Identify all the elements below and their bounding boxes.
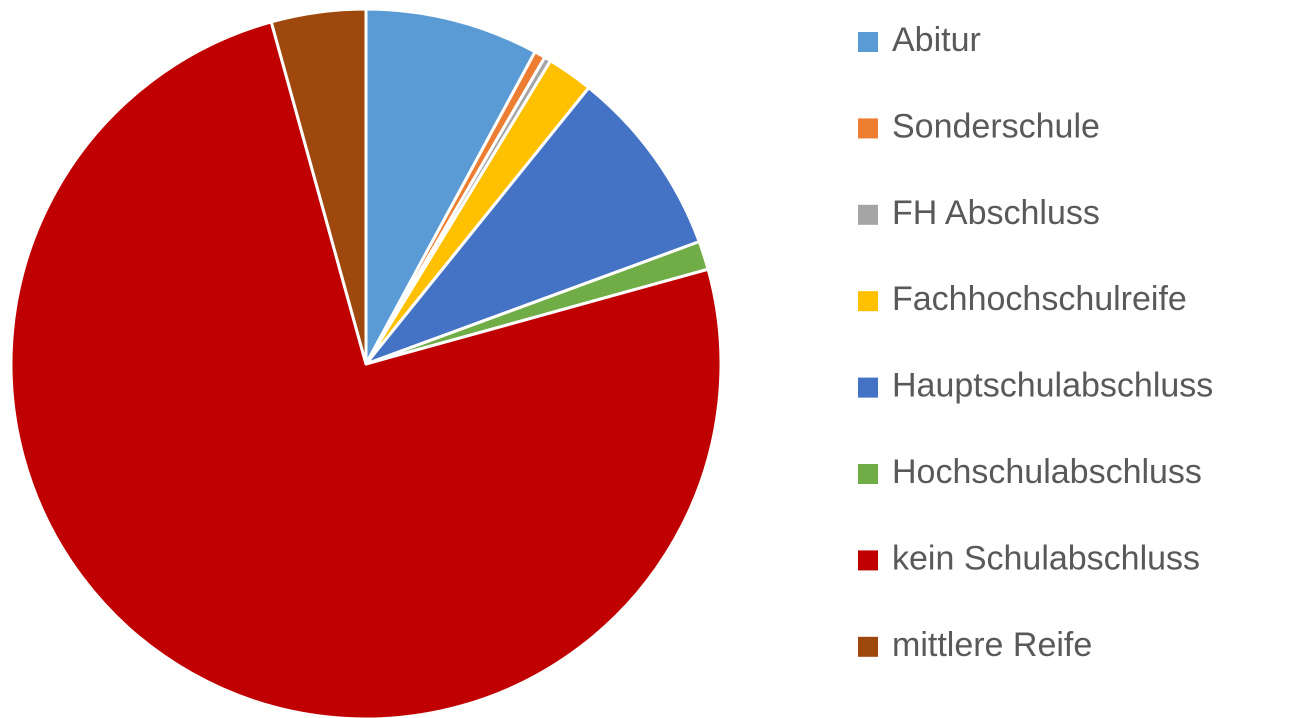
legend-label: Abitur: [892, 21, 981, 59]
pie-slice: [9, 20, 723, 718]
legend-swatch: [858, 118, 878, 139]
legend-swatch: [858, 550, 878, 571]
pie-slice: [364, 7, 537, 366]
legend-swatch: [858, 204, 878, 225]
legend-swatch: [858, 464, 878, 484]
pie-slice: [364, 86, 701, 366]
legend-label: kein Schulabschluss: [892, 539, 1200, 577]
legend-label: mittlere Reife: [892, 626, 1092, 664]
legend-label: FH Abschluss: [892, 194, 1100, 232]
legend-swatch: [858, 377, 878, 398]
legend-swatch: [858, 32, 878, 52]
pie-slice: [269, 7, 368, 366]
legend-swatch: [858, 291, 878, 312]
legend-label: Hochschulabschluss: [892, 453, 1202, 491]
legend-label: Sonderschule: [892, 107, 1100, 145]
legend-label: Fachhochschulreife: [892, 280, 1187, 318]
legend-label: Hauptschulabschluss: [892, 367, 1213, 405]
legend-swatch: [858, 636, 878, 657]
